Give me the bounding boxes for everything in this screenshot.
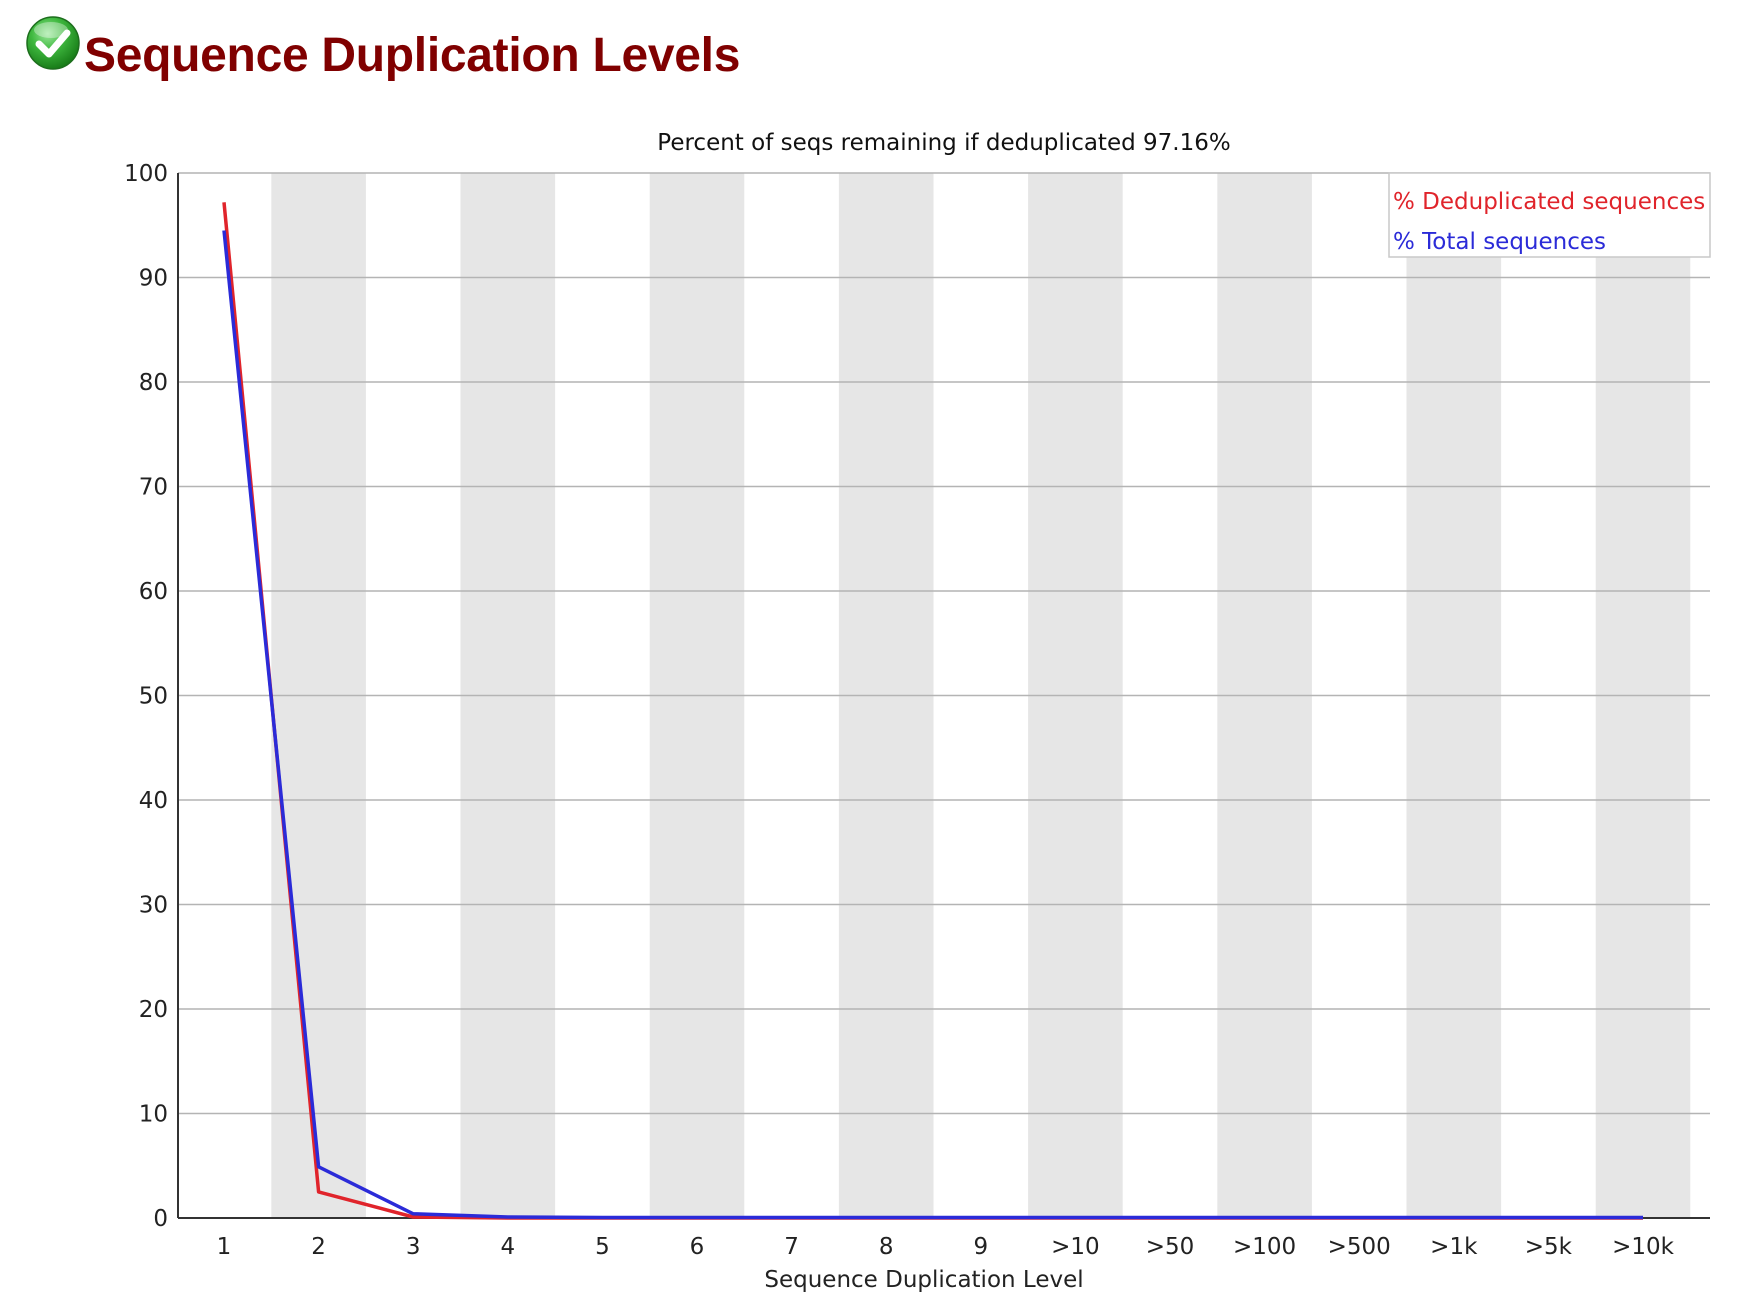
x-tick-label: 9 (973, 1234, 988, 1260)
page-title: Sequence Duplication Levels (84, 28, 741, 82)
legend-entry-0: % Deduplicated sequences (1393, 189, 1705, 215)
y-tick-label: 30 (139, 893, 168, 919)
y-tick-label: 100 (124, 161, 168, 187)
y-tick-label: 0 (153, 1206, 168, 1232)
x-tick-label: >5k (1525, 1234, 1573, 1260)
x-tick-label: >100 (1233, 1234, 1296, 1260)
legend: % Deduplicated sequences % Total sequence… (1388, 172, 1711, 258)
x-tick-label: 4 (500, 1234, 515, 1260)
x-tick-label: 8 (879, 1234, 894, 1260)
x-axis-label: Sequence Duplication Level (764, 1267, 1083, 1293)
x-axis-ticks: 1 2 3 4 5 6 7 8 9 >10 >50 >100 >500 >1k >5k >10k (217, 1234, 1675, 1260)
series-line-1 (222, 230, 1643, 1220)
x-tick-label: 6 (690, 1234, 705, 1260)
chart-title: Percent of seqs remaining if deduplicate… (657, 130, 1230, 156)
x-tick-label: >500 (1328, 1234, 1391, 1260)
x-tick-label: 7 (784, 1234, 799, 1260)
legend-box (1388, 172, 1711, 258)
module-header: Sequence Duplication Levels (24, 14, 740, 84)
x-tick-label: >10 (1051, 1234, 1100, 1260)
y-tick-label: 80 (139, 370, 168, 396)
x-tick-label: 5 (595, 1234, 610, 1260)
y-tick-label: 40 (139, 788, 168, 814)
x-tick-label: 2 (311, 1234, 326, 1260)
x-tick-label: 1 (217, 1234, 232, 1260)
legend-entry-1: % Total sequences (1393, 229, 1606, 255)
y-tick-label: 60 (139, 579, 168, 605)
gridlines (178, 172, 1710, 1115)
y-tick-label: 90 (139, 266, 168, 292)
series-lines (222, 202, 1644, 1220)
x-tick-label: >10k (1612, 1234, 1675, 1260)
y-tick-label: 10 (139, 1102, 168, 1128)
x-tick-label: >1k (1430, 1234, 1478, 1260)
x-tick-label: >50 (1146, 1234, 1195, 1260)
check-circle-icon (26, 16, 80, 70)
y-tick-label: 70 (139, 475, 168, 501)
y-tick-label: 50 (139, 684, 168, 710)
y-tick-label: 20 (139, 997, 168, 1023)
x-tick-label: 3 (406, 1234, 421, 1260)
y-axis-ticks: 0 10 20 30 40 50 60 70 80 90 100 (124, 161, 168, 1232)
